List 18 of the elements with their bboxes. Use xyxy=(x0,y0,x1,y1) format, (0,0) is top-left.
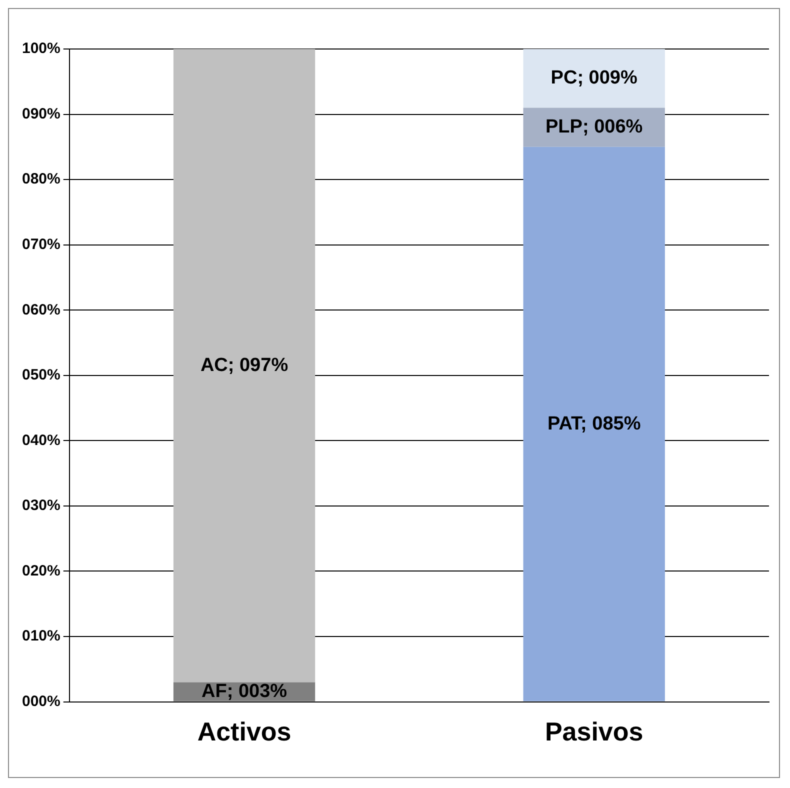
y-tick-label: 040% xyxy=(22,432,60,449)
y-tick-label: 060% xyxy=(22,301,60,318)
y-tick-label: 070% xyxy=(22,236,60,253)
y-tick-label: 050% xyxy=(22,366,60,384)
text: AF; 003% xyxy=(202,680,288,702)
y-tick-label: 000% xyxy=(22,692,60,710)
text: PAT; 085% xyxy=(547,413,641,434)
y-tick-label: 010% xyxy=(22,628,60,645)
y-tick-label: 100% xyxy=(22,40,60,58)
y-tick-label: 090% xyxy=(22,105,60,122)
x-tick-label: Pasivos xyxy=(544,716,644,747)
x-tick-label: Activos xyxy=(197,716,292,747)
y-tick-label: 030% xyxy=(22,497,60,514)
text: PLP; 006% xyxy=(546,116,643,138)
text: PC; 009% xyxy=(550,68,638,89)
y-tick-label: 020% xyxy=(22,562,60,580)
y-tick-label: 080% xyxy=(22,170,60,188)
text: AC; 097% xyxy=(200,354,288,376)
